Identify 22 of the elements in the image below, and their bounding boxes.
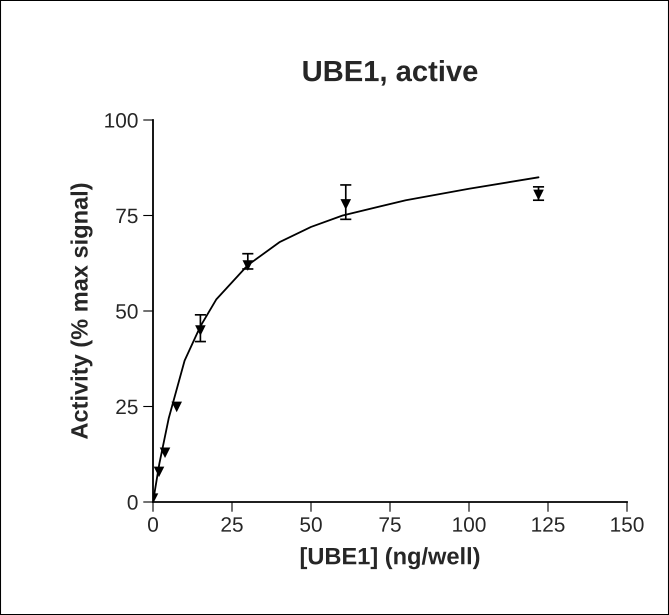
y-axis-title: Activity (% max signal) xyxy=(70,184,93,439)
point xyxy=(196,325,206,335)
x-tick-label: 100 xyxy=(453,517,486,532)
y-tick-label: 25 xyxy=(116,400,138,414)
x-tick-label: 25 xyxy=(221,517,243,532)
point xyxy=(242,260,253,270)
chart-title: UBE1, active xyxy=(303,60,478,86)
point xyxy=(154,466,164,476)
x-axis-title: [UBE1] (ng/well) xyxy=(300,547,480,570)
point xyxy=(172,402,182,412)
x-tick-label: 150 xyxy=(611,517,644,532)
x-tick-label: 0 xyxy=(148,517,158,532)
y-tick-label: 100 xyxy=(105,113,138,128)
x-tick-label: 75 xyxy=(379,517,401,532)
point xyxy=(340,199,351,209)
x-tick-label: 50 xyxy=(300,517,322,532)
x-tick-label: 125 xyxy=(532,517,565,532)
y-tick-label: 50 xyxy=(116,304,138,319)
point xyxy=(160,447,170,458)
y-tick-label: 75 xyxy=(116,208,138,224)
point xyxy=(534,190,544,200)
y-tick-label: 0 xyxy=(128,495,138,510)
